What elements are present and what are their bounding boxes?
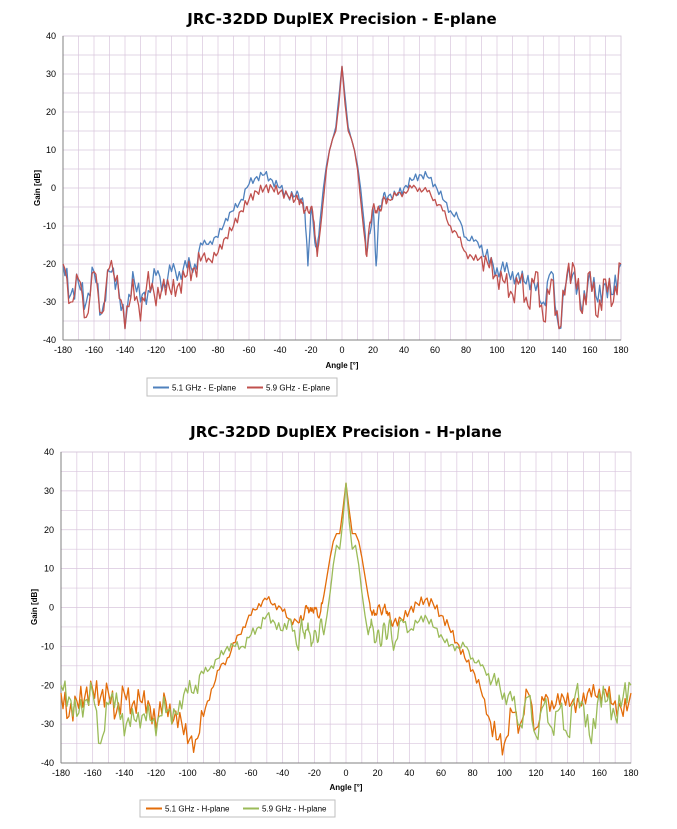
x-tick-label: -180: [54, 345, 72, 355]
legend: 5.1 GHz - E-plane 5.9 GHz - E-plane: [146, 377, 338, 397]
x-tick-label: -80: [211, 345, 224, 355]
x-tick-label: 0: [339, 345, 344, 355]
x-tick-label: 140: [560, 768, 575, 778]
x-tick-label: -20: [308, 768, 321, 778]
y-tick-label: 40: [46, 31, 56, 41]
y-tick-label: 40: [44, 447, 54, 457]
legend-label-1: 5.9 GHz - H-plane: [262, 805, 327, 814]
y-tick-label: -10: [43, 221, 56, 231]
x-tick-label: 40: [404, 768, 414, 778]
x-tick-label: -20: [304, 345, 317, 355]
x-tick-label: 180: [613, 345, 628, 355]
x-tick-label: -80: [213, 768, 226, 778]
legend-box: [146, 377, 338, 397]
y-tick-label: 30: [44, 486, 54, 496]
x-tick-label: -180: [52, 768, 70, 778]
y-axis-label: Gain [dB]: [30, 589, 39, 625]
legend: 5.1 GHz - H-plane 5.9 GHz - H-plane: [139, 799, 336, 818]
legend-label-1: 5.9 GHz - E-plane: [266, 384, 331, 393]
x-tick-labels: -180 -160 -140 -120 -100 -80 -60 -40 -20 0 20 40 60 8…: [54, 345, 629, 355]
x-tick-label: 180: [623, 768, 638, 778]
y-tick-label: -30: [41, 719, 54, 729]
gridlines: [62, 35, 622, 341]
x-tick-label: 0: [343, 768, 348, 778]
x-tick-label: 80: [468, 768, 478, 778]
x-tick-label: -140: [115, 768, 133, 778]
series-line-1: [60, 482, 632, 745]
x-tick-label: 120: [528, 768, 543, 778]
x-tick-label: -160: [85, 345, 103, 355]
series-lines: [62, 65, 622, 330]
x-tick-labels: -180 -160 -140 -120 -100 -80 -60 -40 -20 0 20 40 60 8…: [52, 768, 639, 778]
chart-e-plane: JRC-32DD DuplEX Precision - E-plane 40 30…: [33, 10, 629, 397]
x-tick-label: -160: [84, 768, 102, 778]
x-tick-label: 140: [551, 345, 566, 355]
y-axis-label: Gain [dB]: [33, 170, 42, 206]
y-tick-labels: 40 30 20 10 0 -10 -20 -30 -40: [41, 447, 54, 768]
x-tick-label: 160: [582, 345, 597, 355]
y-tick-label: 20: [44, 525, 54, 535]
series-line-1: [62, 65, 622, 330]
legend-label-0: 5.1 GHz - E-plane: [172, 384, 237, 393]
x-axis-label: Angle [°]: [330, 783, 363, 792]
x-tick-label: -140: [116, 345, 134, 355]
x-tick-label: -120: [147, 345, 165, 355]
y-tick-label: -20: [43, 259, 56, 269]
x-tick-label: -40: [273, 345, 286, 355]
legend-box: [139, 799, 336, 818]
x-tick-label: 20: [368, 345, 378, 355]
y-tick-label: -20: [41, 680, 54, 690]
x-tick-label: 80: [461, 345, 471, 355]
x-tick-label: 20: [373, 768, 383, 778]
series-lines: [60, 482, 632, 756]
y-tick-label: -40: [41, 758, 54, 768]
y-tick-label: 20: [46, 107, 56, 117]
x-tick-label: 160: [592, 768, 607, 778]
y-tick-label: 10: [44, 564, 54, 574]
y-tick-label: -10: [41, 641, 54, 651]
y-tick-labels: 40 30 20 10 0 -10 -20 -30 -40: [43, 31, 56, 345]
x-tick-label: 60: [436, 768, 446, 778]
chart-title: JRC-32DD DuplEX Precision - H-plane: [189, 423, 502, 441]
x-tick-label: -40: [276, 768, 289, 778]
x-tick-label: -60: [244, 768, 257, 778]
x-tick-label: 100: [497, 768, 512, 778]
y-tick-label: -40: [43, 335, 56, 345]
x-tick-label: 100: [489, 345, 504, 355]
chart-h-plane: JRC-32DD DuplEX Precision - H-plane 40 30…: [30, 423, 639, 818]
legend-label-0: 5.1 GHz - H-plane: [165, 805, 230, 814]
chart-title: JRC-32DD DuplEX Precision - E-plane: [186, 10, 496, 28]
y-tick-label: 0: [51, 183, 56, 193]
x-tick-label: 120: [520, 345, 535, 355]
y-tick-label: 0: [49, 603, 54, 613]
y-tick-label: -30: [43, 297, 56, 307]
x-tick-label: -100: [179, 768, 197, 778]
y-tick-label: 10: [46, 145, 56, 155]
x-tick-label: -100: [178, 345, 196, 355]
x-tick-label: 60: [430, 345, 440, 355]
x-tick-label: 40: [399, 345, 409, 355]
x-tick-label: -120: [147, 768, 165, 778]
y-tick-label: 30: [46, 69, 56, 79]
x-tick-label: -60: [242, 345, 255, 355]
x-axis-label: Angle [°]: [326, 361, 359, 370]
